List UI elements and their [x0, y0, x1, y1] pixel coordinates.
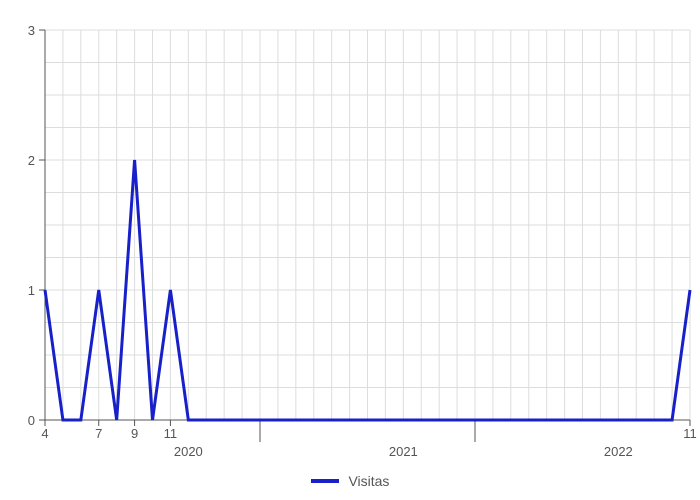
y-tick-label: 3 [28, 23, 35, 38]
x-tick-label: 11 [164, 426, 178, 441]
y-tick-label: 1 [28, 283, 35, 298]
chart-legend: Visitas [0, 472, 700, 489]
x-year-label: 2021 [389, 444, 418, 459]
x-year-label: 2020 [174, 444, 203, 459]
x-tick-label: 11 [683, 426, 697, 441]
y-tick-label: 2 [28, 153, 35, 168]
legend-swatch [311, 479, 339, 483]
x-tick-label: 9 [131, 426, 138, 441]
chart-container: Visitas 2024 de Hotel Groningen B.V. (Ho… [0, 0, 700, 500]
x-tick-label: 4 [41, 426, 48, 441]
x-tick-label: 7 [95, 426, 102, 441]
y-tick-label: 0 [28, 413, 35, 428]
line-chart: 0 1 2 3 4 7 9 11 11 2020 2021 2022 [0, 0, 700, 500]
legend-label: Visitas [348, 473, 389, 489]
x-year-label: 2022 [604, 444, 633, 459]
